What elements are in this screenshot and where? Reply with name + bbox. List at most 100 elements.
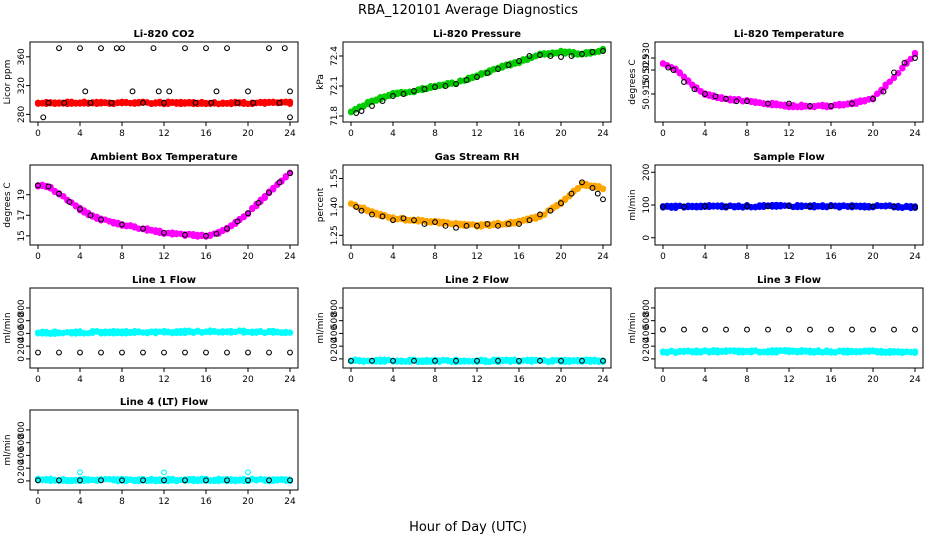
x-tick-label: 16 (200, 129, 212, 139)
x-tick-label: 4 (77, 129, 83, 139)
series-1 (347, 45, 607, 116)
data-point (579, 51, 585, 57)
data-point (474, 357, 480, 364)
data-point (432, 219, 438, 226)
data-point (589, 184, 596, 191)
data-point (786, 100, 792, 107)
data-point (676, 69, 683, 76)
x-tick-label: 0 (348, 252, 354, 262)
data-point (901, 59, 908, 66)
x-tick-label: 20 (867, 129, 879, 139)
figure-title: RBA_120101 Average Diagnostics (358, 3, 578, 18)
plot-frame (29, 287, 299, 369)
data-point (224, 477, 230, 484)
data-point (744, 326, 750, 333)
plot-frame (29, 409, 299, 491)
data-point (287, 349, 293, 356)
data-point (912, 326, 918, 333)
data-point (155, 88, 162, 95)
x-tick-label: 24 (909, 375, 921, 385)
x-tick-label: 20 (242, 129, 254, 139)
data-point (56, 45, 62, 52)
data-point (891, 203, 897, 210)
series-3 (35, 477, 293, 484)
plot-frame (29, 164, 299, 246)
x-tick-label: 24 (597, 375, 609, 385)
data-point (150, 45, 157, 52)
x-tick-label: 16 (513, 375, 525, 385)
x-tick-label: 24 (284, 375, 296, 385)
y-tick-label: 72.1 (330, 76, 340, 96)
data-point (281, 45, 288, 52)
data-point (353, 110, 360, 116)
x-tick-label: 16 (513, 129, 525, 139)
data-point (61, 99, 68, 106)
data-point (828, 326, 834, 333)
data-point (579, 357, 585, 364)
y-axis-label: ml/min (316, 312, 326, 343)
series-1 (34, 98, 294, 108)
y-tick-label: 1.40 (330, 197, 340, 217)
data-point (119, 45, 125, 52)
y-tick-label: 71.8 (330, 106, 340, 126)
y-tick-label: 600 (642, 312, 652, 329)
x-tick-label: 16 (200, 252, 212, 262)
y-tick-label: 400 (17, 325, 27, 342)
plot-frame (654, 164, 924, 246)
y-tick-label: 1.25 (330, 225, 340, 245)
y-tick-label: 360 (17, 48, 27, 65)
data-point (161, 99, 167, 106)
data-point (35, 182, 41, 189)
x-tick-label: 4 (702, 129, 708, 139)
data-point (484, 70, 491, 76)
data-point (266, 477, 272, 484)
y-tick-label: 0 (17, 478, 27, 484)
data-point (282, 174, 289, 181)
data-point (526, 53, 533, 59)
data-point (98, 45, 104, 52)
data-point (87, 212, 94, 219)
data-point (723, 326, 729, 333)
plot-frame (654, 41, 924, 123)
data-point (286, 98, 294, 105)
data-point (421, 86, 428, 92)
data-point (379, 98, 386, 104)
panel-6: Sample Flow ml/min 0 4 8 12 16 20 24 0 100 200 (628, 152, 924, 262)
x-tick-label: 8 (744, 252, 750, 262)
data-point (82, 88, 89, 95)
data-point (807, 326, 813, 333)
data-point (660, 326, 666, 333)
y-axis-label: ml/min (628, 312, 638, 343)
x-tick-label: 8 (119, 497, 125, 507)
y-tick-label: 800 (642, 299, 652, 316)
data-point (890, 74, 898, 81)
x-tick-label: 20 (242, 497, 254, 507)
data-point (912, 204, 918, 211)
data-point (495, 222, 501, 229)
y-axis-label: degrees C (3, 182, 13, 227)
data-point (255, 199, 262, 206)
data-point (516, 220, 522, 227)
panel-title: Li-820 CO2 (133, 29, 194, 40)
data-point (411, 217, 417, 224)
data-point (379, 213, 386, 220)
plot-frame (654, 287, 924, 369)
data-point (77, 349, 83, 356)
data-point (266, 189, 272, 196)
data-point (911, 50, 919, 57)
panel-7: Line 1 Flow ml/min 0 4 8 12 16 20 24 0 20040060080… (3, 275, 299, 385)
data-point (166, 88, 173, 95)
data-point (98, 349, 104, 356)
data-point (474, 74, 480, 80)
data-point (266, 349, 272, 356)
data-point (270, 185, 277, 193)
panel-10: Line 4 (LT) Flow ml/min 0 4 8 12 16 20 24 0 200400… (3, 397, 299, 507)
data-point (899, 64, 906, 71)
data-point (203, 477, 209, 484)
y-tick-label: 400 (642, 325, 652, 342)
x-tick-label: 8 (119, 129, 125, 139)
data-point (474, 222, 480, 229)
data-point (98, 477, 104, 484)
data-point (505, 220, 512, 227)
x-tick-label: 20 (242, 252, 254, 262)
